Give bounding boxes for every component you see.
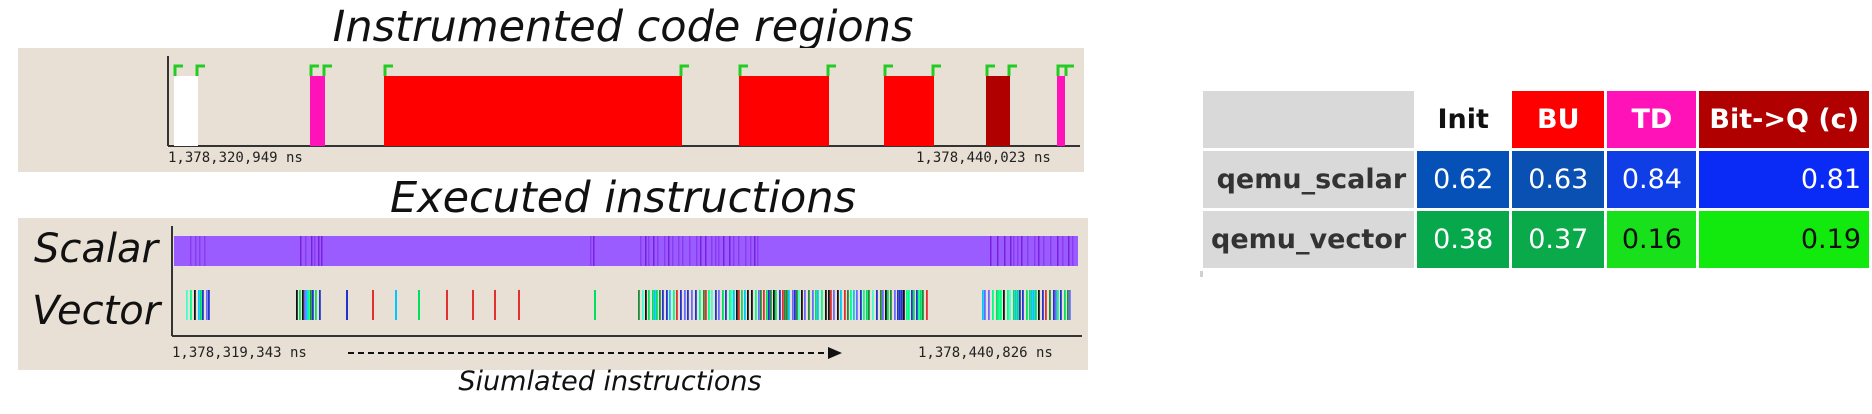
exec-start-timestamp: 1,378,319,343 ns — [172, 345, 307, 361]
regions-title: Instrumented code regions — [332, 2, 914, 52]
table-cell: 0.81 — [1696, 148, 1872, 211]
table-row: qemu_vector 0.38 0.37 0.16 0.19 — [1200, 208, 1872, 271]
simulated-instructions-label: Siumlated instructions — [458, 366, 762, 397]
table-row — [1200, 268, 1872, 278]
table-cell: 0.37 — [1509, 208, 1608, 271]
scalar-lane-ticks — [190, 236, 1074, 266]
region-block-bu-3 — [884, 76, 934, 146]
table-cell — [1509, 268, 1608, 278]
vector-lane-label: Vector — [32, 288, 161, 334]
table-cell — [1414, 268, 1513, 278]
results-table: Init BU TD Bit->Q (c) qemu_scalar 0.62 0… — [1200, 88, 1872, 278]
region-block-bu-1 — [384, 76, 682, 146]
region-block-td-2 — [1057, 76, 1065, 146]
table-corner-cell — [1200, 88, 1418, 151]
table-cell: 0.19 — [1696, 208, 1872, 271]
table-cell — [1604, 268, 1700, 278]
table-cell: 0.63 — [1509, 148, 1608, 211]
column-header-bu: BU — [1509, 88, 1608, 151]
table-row: qemu_scalar 0.62 0.63 0.84 0.81 — [1200, 148, 1872, 211]
region-block-bu-2 — [739, 76, 829, 146]
column-header-bitq: Bit->Q (c) — [1696, 88, 1872, 151]
region-markers — [173, 64, 1074, 76]
table-cell: 0.16 — [1604, 208, 1700, 271]
regions-start-timestamp: 1,378,320,949 ns — [168, 150, 303, 166]
table-header-row: Init BU TD Bit->Q (c) — [1200, 88, 1872, 151]
executed-title: Executed instructions — [389, 173, 857, 223]
column-header-init: Init — [1414, 88, 1513, 151]
column-header-td: TD — [1604, 88, 1700, 151]
vector-lane-ticks — [186, 290, 1071, 320]
row-label-qemu-scalar: qemu_scalar — [1200, 148, 1418, 211]
table-cell — [1200, 268, 1418, 278]
table-cell: 0.84 — [1604, 148, 1700, 211]
scalar-lane-label: Scalar — [34, 226, 158, 272]
region-block-td-1 — [310, 76, 325, 146]
region-block-init — [174, 76, 198, 146]
regions-end-timestamp: 1,378,440,023 ns — [916, 150, 1051, 166]
row-label-qemu-vector: qemu_vector — [1200, 208, 1418, 271]
simulated-arrow-head — [828, 347, 842, 359]
region-block-bitq — [986, 76, 1010, 146]
table-cell: 0.38 — [1414, 208, 1513, 271]
exec-end-timestamp: 1,378,440,826 ns — [918, 345, 1053, 361]
table-cell: 0.62 — [1414, 148, 1513, 211]
scalar-lane-bar — [174, 236, 1078, 266]
table-cell — [1696, 268, 1872, 278]
results-table-container: Init BU TD Bit->Q (c) qemu_scalar 0.62 0… — [1200, 88, 1872, 278]
